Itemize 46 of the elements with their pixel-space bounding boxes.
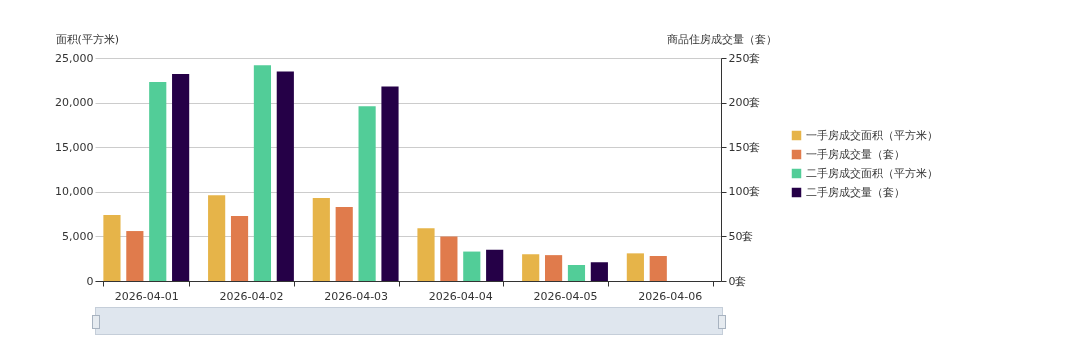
bar [440,236,458,281]
legend-label: 一手房成交面积（平方米） [806,128,938,142]
bar [276,71,294,281]
bar [149,82,167,281]
bar [544,255,563,281]
y-tick-label: 25,000 [55,51,94,65]
y-tick-label: 15,000 [55,140,94,154]
legend-label: 一手房成交量（套） [806,147,905,161]
bar [590,262,608,281]
bar [208,195,226,281]
bar [567,264,586,281]
bar [417,228,435,281]
bar [312,198,330,281]
y2-tick-label: 200套 [728,96,761,110]
legend-label: 二手房成交面积（平方米） [806,166,938,180]
y-axis-title: 面积(平方米) [55,32,120,46]
bar [486,249,504,281]
y2-tick-label: 150套 [728,140,761,154]
bar [126,231,144,281]
y2-tick-label: 250套 [728,51,761,65]
y-tick-label: 0 [86,274,94,288]
y-tick-label: 20,000 [55,96,94,110]
x-tick-label: 2026-04-03 [324,289,389,303]
bar [358,106,376,281]
x-tick-label: 2026-04-05 [533,289,598,303]
x-tick-label: 2026-04-06 [638,289,703,303]
y2-axis-title: 商品住房成交量（套） [666,32,777,46]
y2-tick-label: 100套 [728,185,761,199]
y-tick-label: 10,000 [55,185,94,199]
bar [522,254,540,281]
x-tick-label: 2026-04-02 [219,289,284,303]
bar [103,214,121,281]
y2-tick-label: 0套 [728,274,747,288]
bar [381,86,399,281]
y2-tick-label: 50套 [728,229,754,243]
bar [463,251,481,281]
y-tick-label: 5,000 [62,229,94,243]
bar [172,74,190,281]
bar [626,253,644,281]
x-tick-label: 2026-04-01 [114,289,179,303]
legend-label: 二手房成交量（套） [806,185,905,199]
bar [253,65,272,281]
bar [649,256,667,281]
bar [335,206,353,281]
x-tick-label: 2026-04-04 [428,289,493,303]
bar [230,215,249,281]
